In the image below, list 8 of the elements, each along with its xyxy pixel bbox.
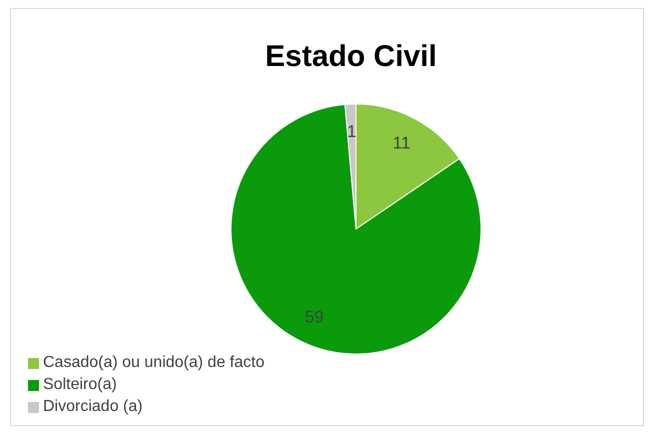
data-label: 59 (304, 308, 324, 327)
pie-slice (230, 104, 482, 354)
chart-title: Estado Civil (264, 40, 438, 74)
data-label: 11 (392, 133, 410, 152)
legend-label: Solteiro(a) (43, 375, 117, 395)
legend-label: Casado(a) ou unido(a) de facto (43, 353, 264, 373)
legend-label: Divorciado (a) (43, 397, 143, 417)
data-label: 1 (346, 122, 356, 142)
